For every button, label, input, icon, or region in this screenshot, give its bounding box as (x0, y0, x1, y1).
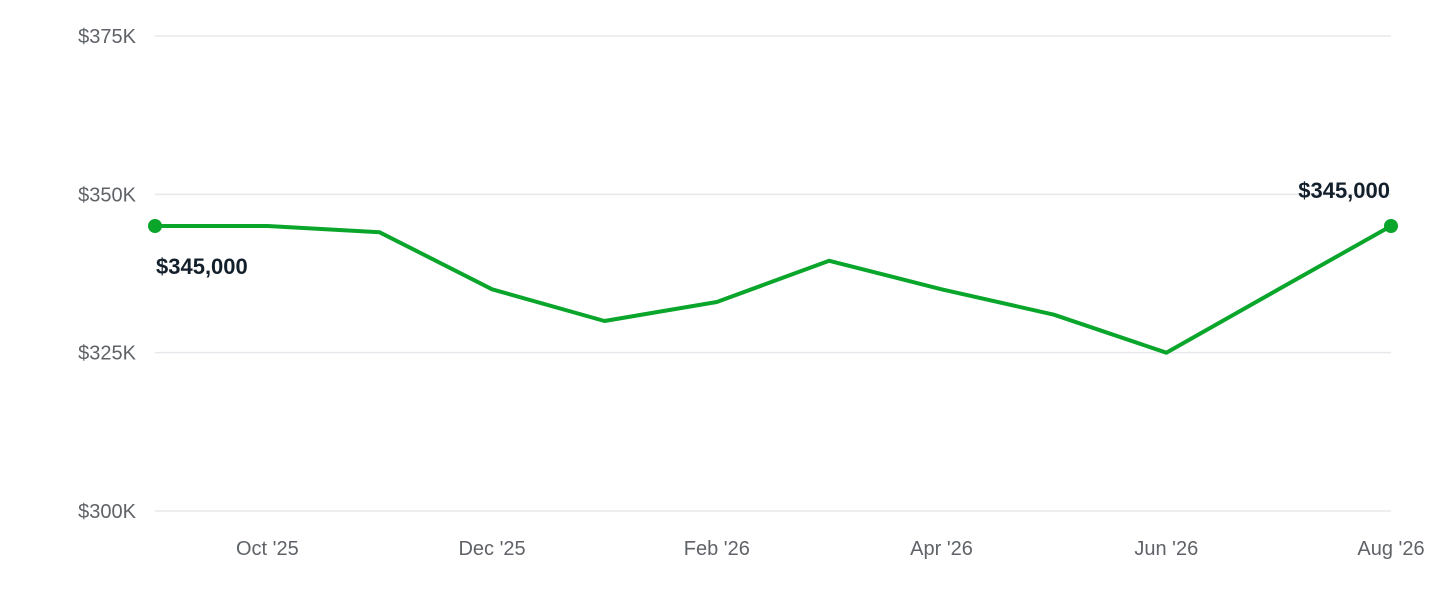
y-tick-label: $325K (78, 343, 136, 365)
series-line (153, 224, 1393, 355)
x-tick-label: Oct '25 (236, 538, 299, 560)
y-tick-label: $350K (78, 184, 136, 206)
start-value-label: $345,000 (156, 254, 248, 279)
x-tick-label: Feb '26 (684, 538, 750, 560)
y-tick-label: $300K (78, 501, 136, 523)
y-tick-label: $375K (78, 26, 136, 48)
x-tick-label: Aug '26 (1357, 538, 1424, 560)
x-tick-label: Apr '26 (910, 538, 973, 560)
x-tick-label: Jun '26 (1134, 538, 1198, 560)
x-tick-label: Dec '25 (458, 538, 525, 560)
end-point (1384, 219, 1398, 233)
end-value-label: $345,000 (1298, 178, 1390, 203)
start-point (148, 219, 162, 233)
